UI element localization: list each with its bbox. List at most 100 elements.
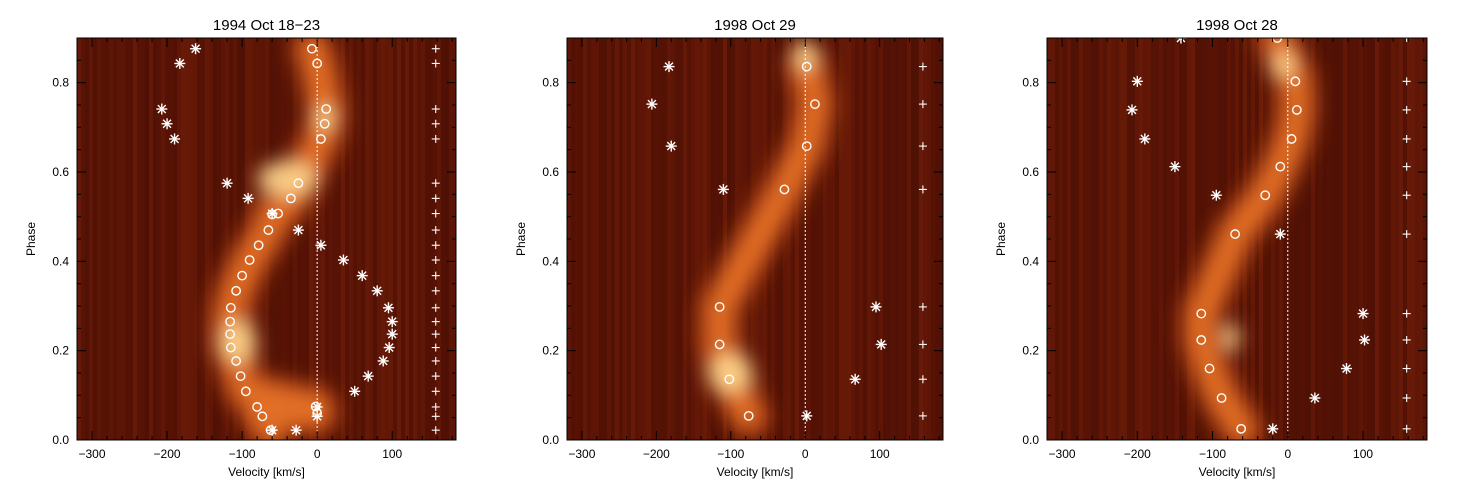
circle-marker <box>285 193 296 204</box>
asterisk-marker <box>349 385 361 397</box>
y-tick-label: 0.0 <box>52 433 69 447</box>
x-tick-label: −100 <box>229 447 256 461</box>
plus-marker <box>1402 77 1411 86</box>
plus-marker <box>918 100 927 109</box>
plus-marker <box>918 185 927 194</box>
asterisk-marker <box>315 239 327 251</box>
asterisk-marker <box>1359 334 1371 346</box>
plus-marker <box>431 119 440 128</box>
y-tick-label: 0.2 <box>52 344 69 358</box>
asterisk-marker <box>266 424 278 436</box>
circle-marker <box>237 270 248 281</box>
heatmap-background <box>1047 38 1427 440</box>
circle-marker <box>253 240 264 251</box>
plus-marker <box>1402 230 1411 239</box>
plus-marker <box>431 372 440 381</box>
x-tick-label: 0 <box>802 447 809 461</box>
plus-marker <box>431 412 440 421</box>
plus-marker <box>431 194 440 203</box>
asterisk-marker <box>646 98 658 110</box>
circle-marker <box>225 302 236 313</box>
plus-marker <box>431 44 440 53</box>
plus-marker <box>1402 105 1411 114</box>
asterisk-marker <box>875 338 887 350</box>
circle-marker <box>779 184 790 195</box>
circle-marker <box>1230 229 1241 239</box>
y-tick-label: 0.4 <box>52 254 69 268</box>
asterisk-marker <box>161 118 173 130</box>
asterisk-marker <box>371 285 383 297</box>
x-tick-label: −100 <box>717 447 744 461</box>
y-tick-label: 0.2 <box>1022 344 1039 358</box>
asterisk-marker <box>1267 423 1279 435</box>
asterisk-marker <box>190 43 202 55</box>
circle-marker <box>312 58 323 69</box>
asterisk-marker <box>1126 104 1138 116</box>
plus-marker <box>431 255 440 264</box>
panel-1: −300 −200 −100 0 100 0.0 0.2 0.4 0.6 0.8 1994 Oct … <box>24 17 457 479</box>
y-tick-label: 0.8 <box>1022 76 1039 90</box>
plus-marker <box>1402 394 1411 403</box>
y-tick-label: 0.2 <box>542 344 559 358</box>
asterisk-marker <box>870 301 882 313</box>
plus-marker <box>431 179 440 188</box>
circle-marker <box>307 43 317 54</box>
circle-marker <box>1260 190 1271 201</box>
plus-marker <box>431 286 440 295</box>
asterisk-marker <box>362 370 374 382</box>
plus-marker <box>1402 309 1411 318</box>
circle-marker <box>810 99 820 110</box>
asterisk-marker <box>1309 392 1321 404</box>
asterisk-marker <box>292 224 304 236</box>
asterisk-marker <box>1340 363 1352 375</box>
circle-marker <box>714 339 725 350</box>
x-axis-label: Velocity [km/s] <box>1199 465 1276 479</box>
y-tick-label: 0.6 <box>52 165 69 179</box>
asterisk-marker <box>290 424 302 436</box>
circle-marker <box>1196 308 1207 319</box>
circle-marker <box>252 402 263 412</box>
circle-marker <box>1290 76 1301 87</box>
circle-marker <box>801 141 812 151</box>
x-tick-label: −100 <box>1199 447 1226 461</box>
circle-marker <box>801 61 812 72</box>
asterisk-marker <box>174 57 186 69</box>
y-tick-label: 0.6 <box>1022 165 1039 179</box>
circle-marker <box>1236 423 1247 434</box>
x-tick-label: 100 <box>870 447 890 461</box>
y-tick-label: 0.8 <box>542 76 559 90</box>
circle-marker <box>1196 335 1207 345</box>
asterisk-marker <box>1210 189 1222 201</box>
x-tick-label: −200 <box>154 447 181 461</box>
plus-marker <box>1402 424 1411 433</box>
y-tick-label: 0.4 <box>1022 254 1039 268</box>
plus-marker <box>918 411 927 420</box>
asterisk-marker <box>311 410 323 422</box>
plus-marker <box>431 209 440 218</box>
x-axis-label: Velocity [km/s] <box>228 465 305 479</box>
x-tick-label: −200 <box>643 447 670 461</box>
circle-marker <box>319 118 330 129</box>
circle-marker <box>1275 161 1286 172</box>
plus-marker <box>431 402 440 411</box>
panel-title: 1994 Oct 18−23 <box>213 17 320 34</box>
asterisk-marker <box>266 208 278 220</box>
asterisk-marker <box>717 183 729 195</box>
circle-marker <box>225 329 236 340</box>
x-tick-label: −300 <box>1049 447 1076 461</box>
asterisk-marker <box>242 192 254 204</box>
y-axis-label: Phase <box>994 222 1008 256</box>
y-axis-label: Phase <box>24 222 38 256</box>
plus-marker <box>918 340 927 349</box>
plus-marker <box>1402 191 1411 200</box>
plus-marker <box>431 387 440 396</box>
x-tick-label: −300 <box>568 447 595 461</box>
asterisk-marker <box>386 316 398 328</box>
circle-marker <box>1291 105 1302 115</box>
plus-marker <box>1402 364 1411 373</box>
asterisk-marker <box>1169 161 1181 173</box>
circle-marker <box>743 410 754 421</box>
circle-marker <box>1216 393 1227 403</box>
plus-marker <box>431 426 440 435</box>
